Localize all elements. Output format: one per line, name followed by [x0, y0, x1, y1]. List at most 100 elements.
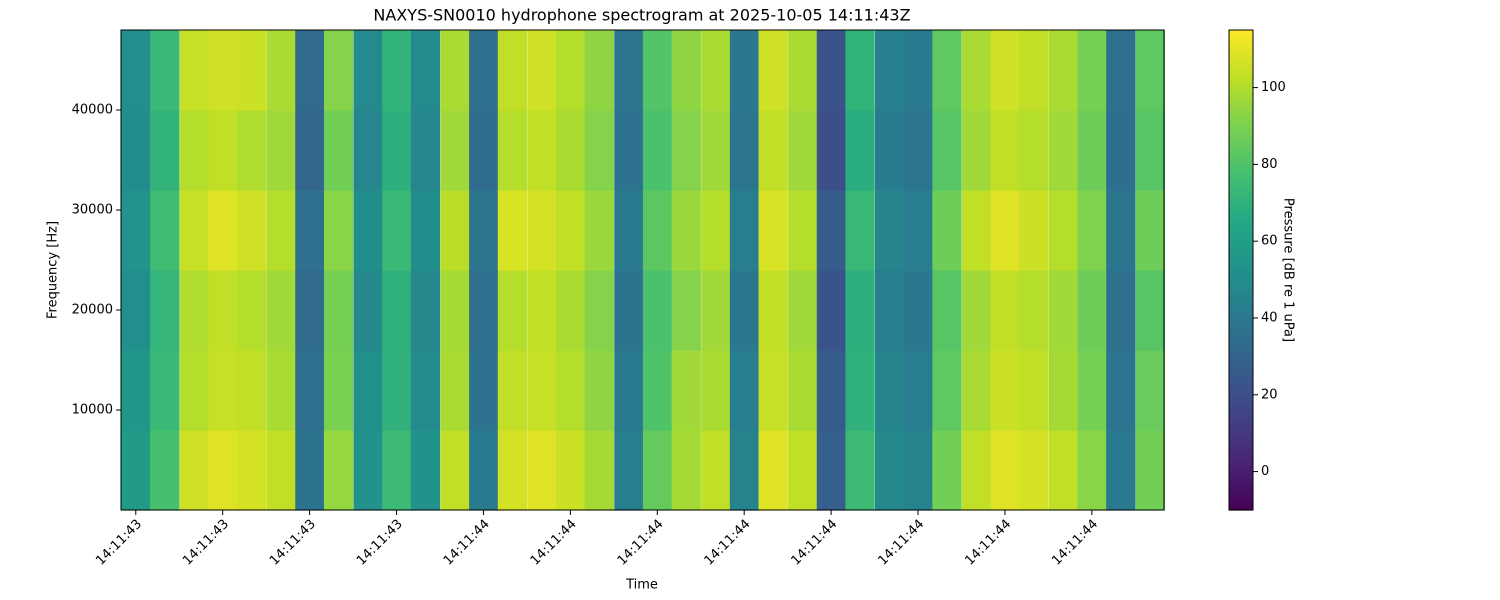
heatmap-cell: [729, 30, 760, 111]
heatmap-cell: [469, 430, 499, 511]
heatmap-cell: [584, 190, 614, 271]
heatmap-cell: [208, 190, 238, 271]
heatmap-cell: [642, 110, 673, 191]
colorbar-label: Pressure [dB re 1 uPa]: [1281, 198, 1296, 342]
heatmap-cell: [179, 110, 209, 191]
colorbar-segment: [1229, 382, 1253, 387]
heatmap-cell: [642, 30, 673, 111]
heatmap-cell: [584, 30, 614, 111]
colorbar-segment: [1229, 242, 1253, 247]
colorbar-segment: [1229, 78, 1253, 83]
colorbar-segment: [1229, 102, 1253, 107]
heatmap-cell: [845, 190, 875, 271]
heatmap-cell: [179, 350, 209, 431]
heatmap-cell: [845, 350, 875, 431]
heatmap-cell: [701, 30, 731, 111]
heatmap-cell: [527, 190, 557, 271]
colorbar-tick-label: 60: [1261, 234, 1278, 249]
colorbar-segment: [1229, 474, 1253, 479]
heatmap-cell: [1106, 430, 1136, 511]
colorbar-segment: [1229, 202, 1253, 207]
chart-title: NAXYS-SN0010 hydrophone spectrogram at 2…: [373, 6, 910, 25]
x-tick-label: 14:11:43: [267, 517, 319, 569]
colorbar-segment: [1229, 406, 1253, 411]
heatmap-cell: [903, 430, 933, 511]
colorbar-segment: [1229, 302, 1253, 307]
heatmap-cell: [440, 110, 470, 191]
colorbar-segment: [1229, 290, 1253, 295]
heatmap-cell: [1019, 190, 1049, 271]
x-tick-label: 14:11:44: [615, 517, 667, 569]
colorbar-segment: [1229, 158, 1253, 163]
heatmap-cell: [295, 30, 325, 111]
colorbar-segment: [1229, 478, 1253, 483]
heatmap-cell: [932, 30, 962, 111]
colorbar-segment: [1229, 86, 1253, 91]
colorbar-segment: [1229, 54, 1253, 59]
heatmap-cell: [701, 270, 731, 351]
heatmap-cell: [353, 270, 383, 351]
x-tick-label: 14:11:43: [180, 517, 232, 569]
heatmap-cell: [1019, 350, 1049, 431]
heatmap-cell: [527, 350, 557, 431]
y-tick-label: 30000: [72, 203, 113, 218]
heatmap-cell: [961, 430, 992, 511]
heatmap-cell: [816, 270, 847, 351]
heatmap-cell: [266, 270, 296, 351]
colorbar-segment: [1229, 118, 1253, 123]
x-tick-label: 14:11:44: [528, 517, 580, 569]
colorbar-segment: [1229, 30, 1253, 35]
colorbar-segment: [1229, 106, 1253, 111]
heatmap-cell: [440, 430, 470, 511]
heatmap-cell: [845, 110, 875, 191]
heatmap-cell: [237, 110, 267, 191]
heatmap-cell: [642, 350, 673, 431]
heatmap-cell: [1106, 30, 1136, 111]
colorbar-segment: [1229, 386, 1253, 391]
heatmap-cell: [1048, 30, 1079, 111]
colorbar-segment: [1229, 206, 1253, 211]
colorbar-segment: [1229, 434, 1253, 439]
colorbar-segment: [1229, 362, 1253, 367]
colorbar-segment: [1229, 166, 1253, 171]
heatmap-cell: [614, 110, 644, 191]
colorbar-segment: [1229, 98, 1253, 103]
heatmap-cell: [1048, 270, 1079, 351]
colorbar-segment: [1229, 34, 1253, 39]
heatmap-cell: [671, 350, 701, 431]
heatmap-cell: [1135, 430, 1166, 511]
heatmap-cell: [875, 110, 905, 191]
heatmap-cell: [932, 270, 962, 351]
heatmap-cell: [1106, 190, 1136, 271]
colorbar-segment: [1229, 450, 1253, 455]
heatmap-cell: [788, 190, 818, 271]
heatmap-cell: [816, 110, 847, 191]
heatmap-cell: [295, 350, 325, 431]
heatmap-cell: [410, 110, 441, 191]
heatmap-cell: [382, 110, 412, 191]
heatmap-cell: [382, 190, 412, 271]
heatmap-cell: [903, 30, 933, 111]
heatmap-cell: [584, 350, 614, 431]
heatmap-cell: [845, 270, 875, 351]
heatmap-cell: [788, 350, 818, 431]
colorbar-segment: [1229, 70, 1253, 75]
heatmap-cell: [497, 430, 528, 511]
heatmap-cell: [961, 270, 992, 351]
colorbar-segment: [1229, 446, 1253, 451]
heatmap-cell: [497, 350, 528, 431]
colorbar-segment: [1229, 266, 1253, 271]
colorbar-segment: [1229, 498, 1253, 503]
colorbar-segment: [1229, 270, 1253, 275]
heatmap-cell: [179, 270, 209, 351]
heatmap-cell: [729, 430, 760, 511]
colorbar-tick-label: 100: [1261, 80, 1286, 95]
heatmap-cell: [584, 430, 614, 511]
heatmap-cell: [961, 30, 992, 111]
colorbar-segment: [1229, 298, 1253, 303]
heatmap-cell: [469, 30, 499, 111]
colorbar-segment: [1229, 354, 1253, 359]
heatmap-cell: [701, 350, 731, 431]
colorbar-segment: [1229, 494, 1253, 499]
heatmap-cell: [788, 270, 818, 351]
